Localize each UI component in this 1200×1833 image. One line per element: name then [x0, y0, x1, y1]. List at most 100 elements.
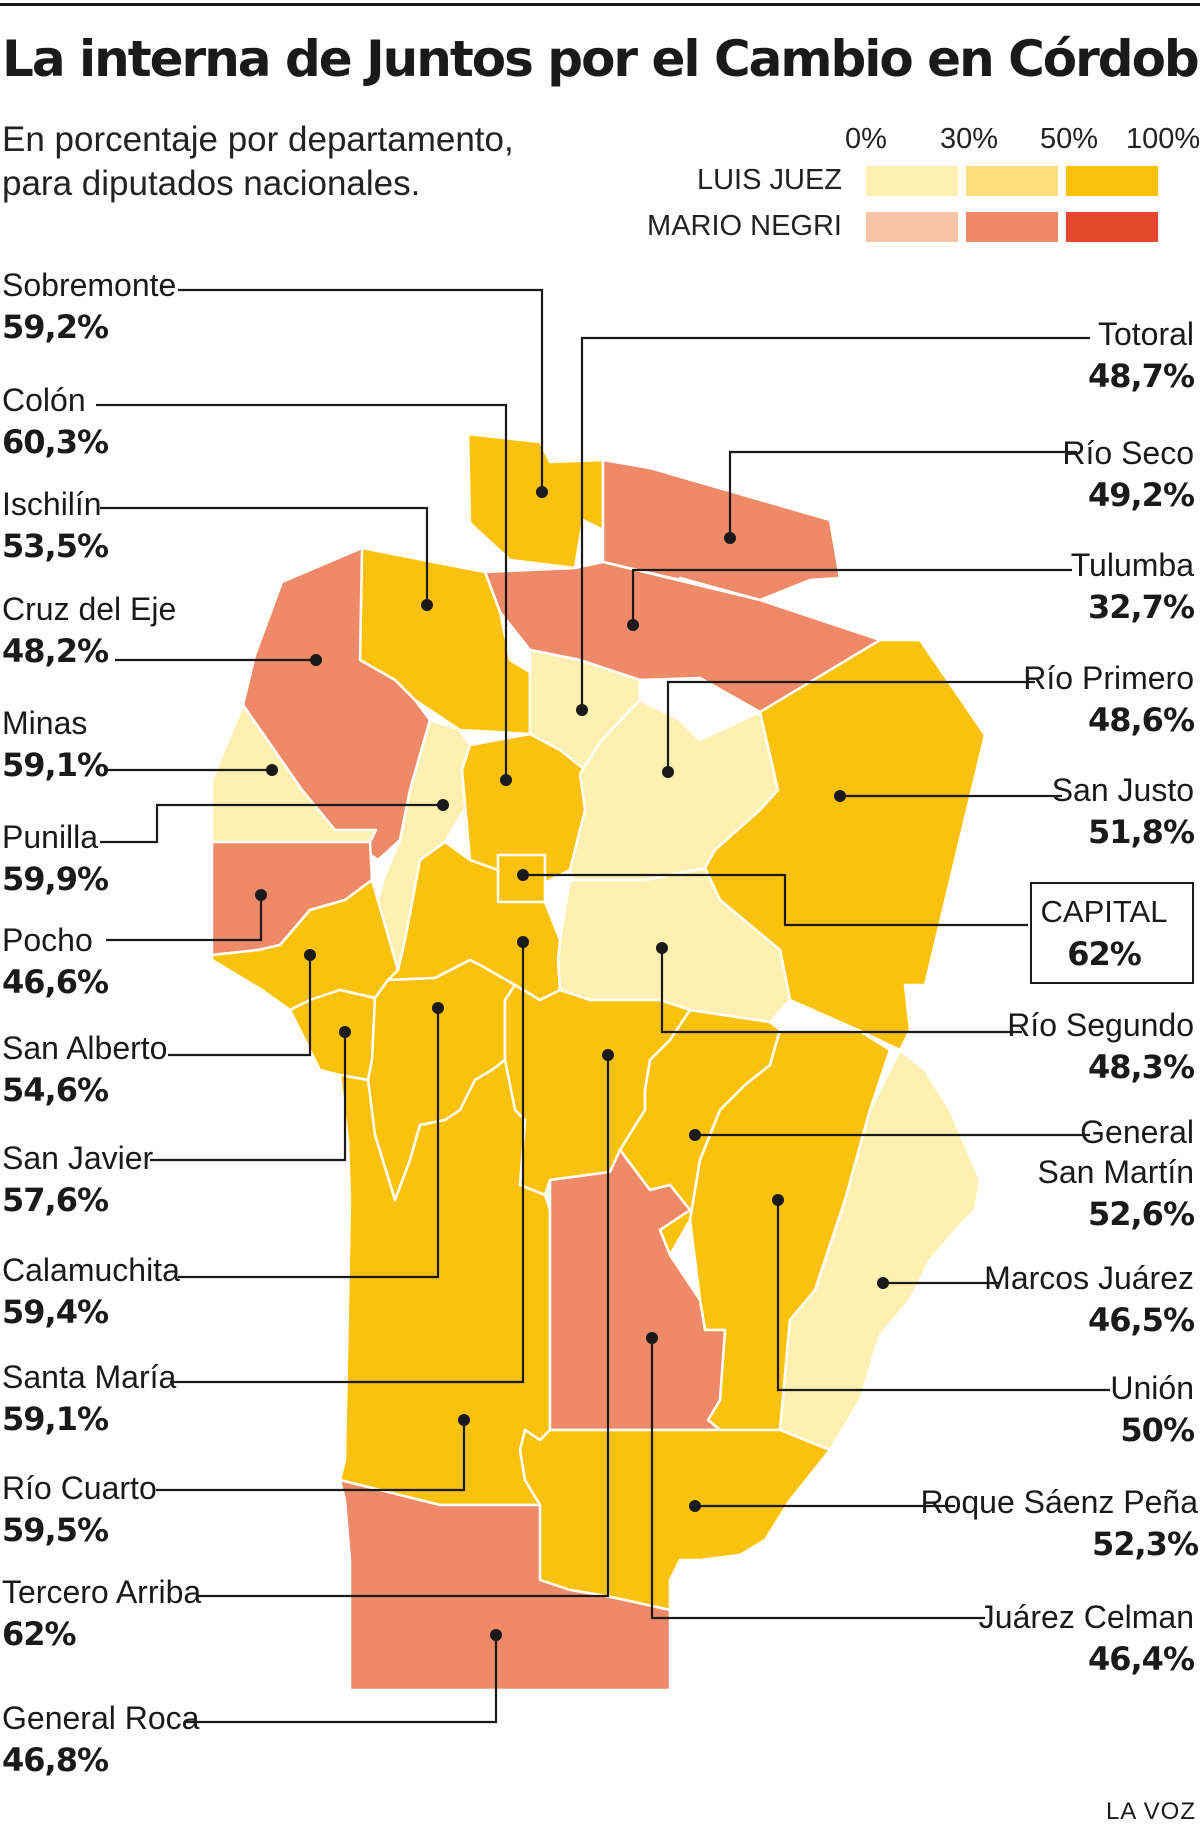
department-name: Unión	[1110, 1370, 1194, 1406]
leader-line	[728, 450, 1077, 538]
department-value: 49,2%	[1087, 476, 1195, 514]
leader-line	[156, 1420, 466, 1492]
legend-scale-label: 0%	[845, 123, 887, 155]
department-value: 54,6%	[2, 1071, 109, 1109]
marker-totoral	[576, 704, 588, 716]
department-value: 59,9%	[2, 860, 109, 898]
department-name: San Justo	[1051, 772, 1194, 808]
label-calamuchita: Calamuchita 59,4%	[2, 1250, 180, 1334]
department-value: 48,2%	[2, 632, 109, 670]
department-value: 48,3%	[1087, 1048, 1195, 1086]
region-marcos-juarez	[778, 1048, 982, 1452]
label-punilla: Punilla 59,9%	[2, 817, 109, 901]
label-pocho: Pocho 46,6%	[2, 920, 109, 1004]
department-value: 52,6%	[1087, 1195, 1195, 1233]
marker-sobremonte	[536, 486, 548, 498]
region-san-javier	[288, 988, 377, 1082]
leader-line	[106, 895, 263, 942]
department-name: Minas	[2, 705, 88, 741]
leader-line	[650, 1338, 985, 1620]
legend-scale-label: 100%	[1126, 123, 1200, 155]
department-value: 46,4%	[1087, 1640, 1195, 1678]
marker-pocho	[255, 889, 267, 901]
leader-line	[100, 803, 443, 844]
marker-capital	[517, 869, 529, 881]
department-value: 62%	[1067, 935, 1142, 973]
label-tercero-arriba: Tercero Arriba 62%	[2, 1572, 201, 1656]
label-rio-seco: Río Seco 49,2%	[1062, 433, 1195, 517]
department-name: Pocho	[2, 922, 93, 958]
region-minas	[210, 703, 378, 844]
department-value: 59,1%	[2, 1400, 109, 1438]
department-name: Ischilín	[2, 486, 102, 522]
top-rule	[0, 3, 1200, 6]
region-sobremonte	[466, 432, 605, 570]
marker-juarez-celman	[646, 1332, 658, 1344]
department-value: 46,8%	[2, 1741, 109, 1779]
department-value: 59,5%	[2, 1511, 109, 1549]
label-union: Unión 50%	[1110, 1368, 1195, 1452]
leader-line	[178, 1008, 440, 1279]
department-value: 32,7%	[1087, 588, 1195, 626]
marker-roque-saenz-pena	[689, 1500, 701, 1512]
marker-general-roca	[490, 1629, 502, 1641]
department-value: 60,3%	[2, 423, 109, 461]
department-name: Río Cuarto	[2, 1470, 157, 1506]
leader-line	[100, 506, 429, 605]
leader-line	[523, 873, 1028, 927]
marker-punilla	[437, 799, 449, 811]
label-marcos-juarez: Marcos Juárez 46,5%	[984, 1258, 1195, 1342]
marker-rio-seco	[724, 532, 736, 544]
department-name: General Roca	[2, 1700, 200, 1736]
department-value: 46,6%	[2, 963, 109, 1001]
department-value: 52,3%	[1091, 1525, 1199, 1563]
department-name: Tulumba	[1070, 547, 1194, 583]
label-colon: Colón 60,3%	[2, 380, 109, 464]
brand-footer: LA VOZ	[1105, 1798, 1196, 1825]
leader-line	[170, 942, 525, 1384]
department-name: Marcos Juárez	[984, 1260, 1194, 1296]
legend-scale-label: 50%	[1040, 123, 1099, 155]
department-name: Punilla	[2, 819, 99, 855]
marker-tulumba	[627, 619, 639, 631]
department-name: San Alberto	[2, 1030, 168, 1066]
label-capital: CAPITAL 62%	[1032, 892, 1176, 976]
leader-lines	[96, 288, 1110, 1724]
legend-swatch	[1066, 166, 1158, 196]
marker-colon	[500, 774, 512, 786]
label-general-roca: General Roca 46,8%	[2, 1698, 199, 1782]
department-name: Cruz del Eje	[2, 591, 177, 627]
department-value: 59,2%	[2, 308, 109, 346]
department-name: Santa María	[2, 1359, 177, 1395]
leader-line	[631, 568, 1072, 625]
department-value: 46,5%	[1087, 1301, 1195, 1339]
department-name: Juárez Celman	[978, 1599, 1194, 1635]
label-general-san-martin: General San Martín 52,6%	[1034, 1112, 1195, 1236]
department-value: 59,4%	[2, 1293, 109, 1331]
legend-swatch	[866, 212, 958, 242]
region-rio-cuarto	[338, 1058, 552, 1507]
department-name: Roque Sáenz Peña	[920, 1484, 1198, 1520]
legend-swatch	[966, 166, 1058, 196]
marker-rio-cuarto	[458, 1414, 470, 1426]
label-san-alberto: San Alberto 54,6%	[2, 1028, 167, 1112]
label-ischilin: Ischilín 53,5%	[2, 484, 109, 568]
leader-line	[185, 1635, 498, 1724]
department-name: General San Martín	[1037, 1114, 1194, 1190]
leader-line	[196, 1055, 610, 1598]
department-name: Río Seco	[1062, 435, 1194, 471]
department-name: Río Primero	[1023, 660, 1194, 696]
label-totoral: Totoral 48,7%	[1088, 314, 1195, 398]
marker-santa-maria	[517, 936, 529, 948]
label-rio-primero: Río Primero 48,6%	[1023, 658, 1195, 742]
department-name: Tercero Arriba	[2, 1574, 202, 1610]
legend-swatch	[1066, 212, 1158, 242]
marker-calamuchita	[432, 1002, 444, 1014]
label-sobremonte: Sobremonte 59,2%	[2, 265, 176, 349]
label-rio-cuarto: Río Cuarto 59,5%	[2, 1468, 157, 1552]
marker-rio-segundo	[656, 942, 668, 954]
marker-ischilin	[421, 599, 433, 611]
subtitle: En porcentaje por departamento, para dip…	[2, 120, 514, 203]
department-value: 53,5%	[2, 527, 109, 565]
